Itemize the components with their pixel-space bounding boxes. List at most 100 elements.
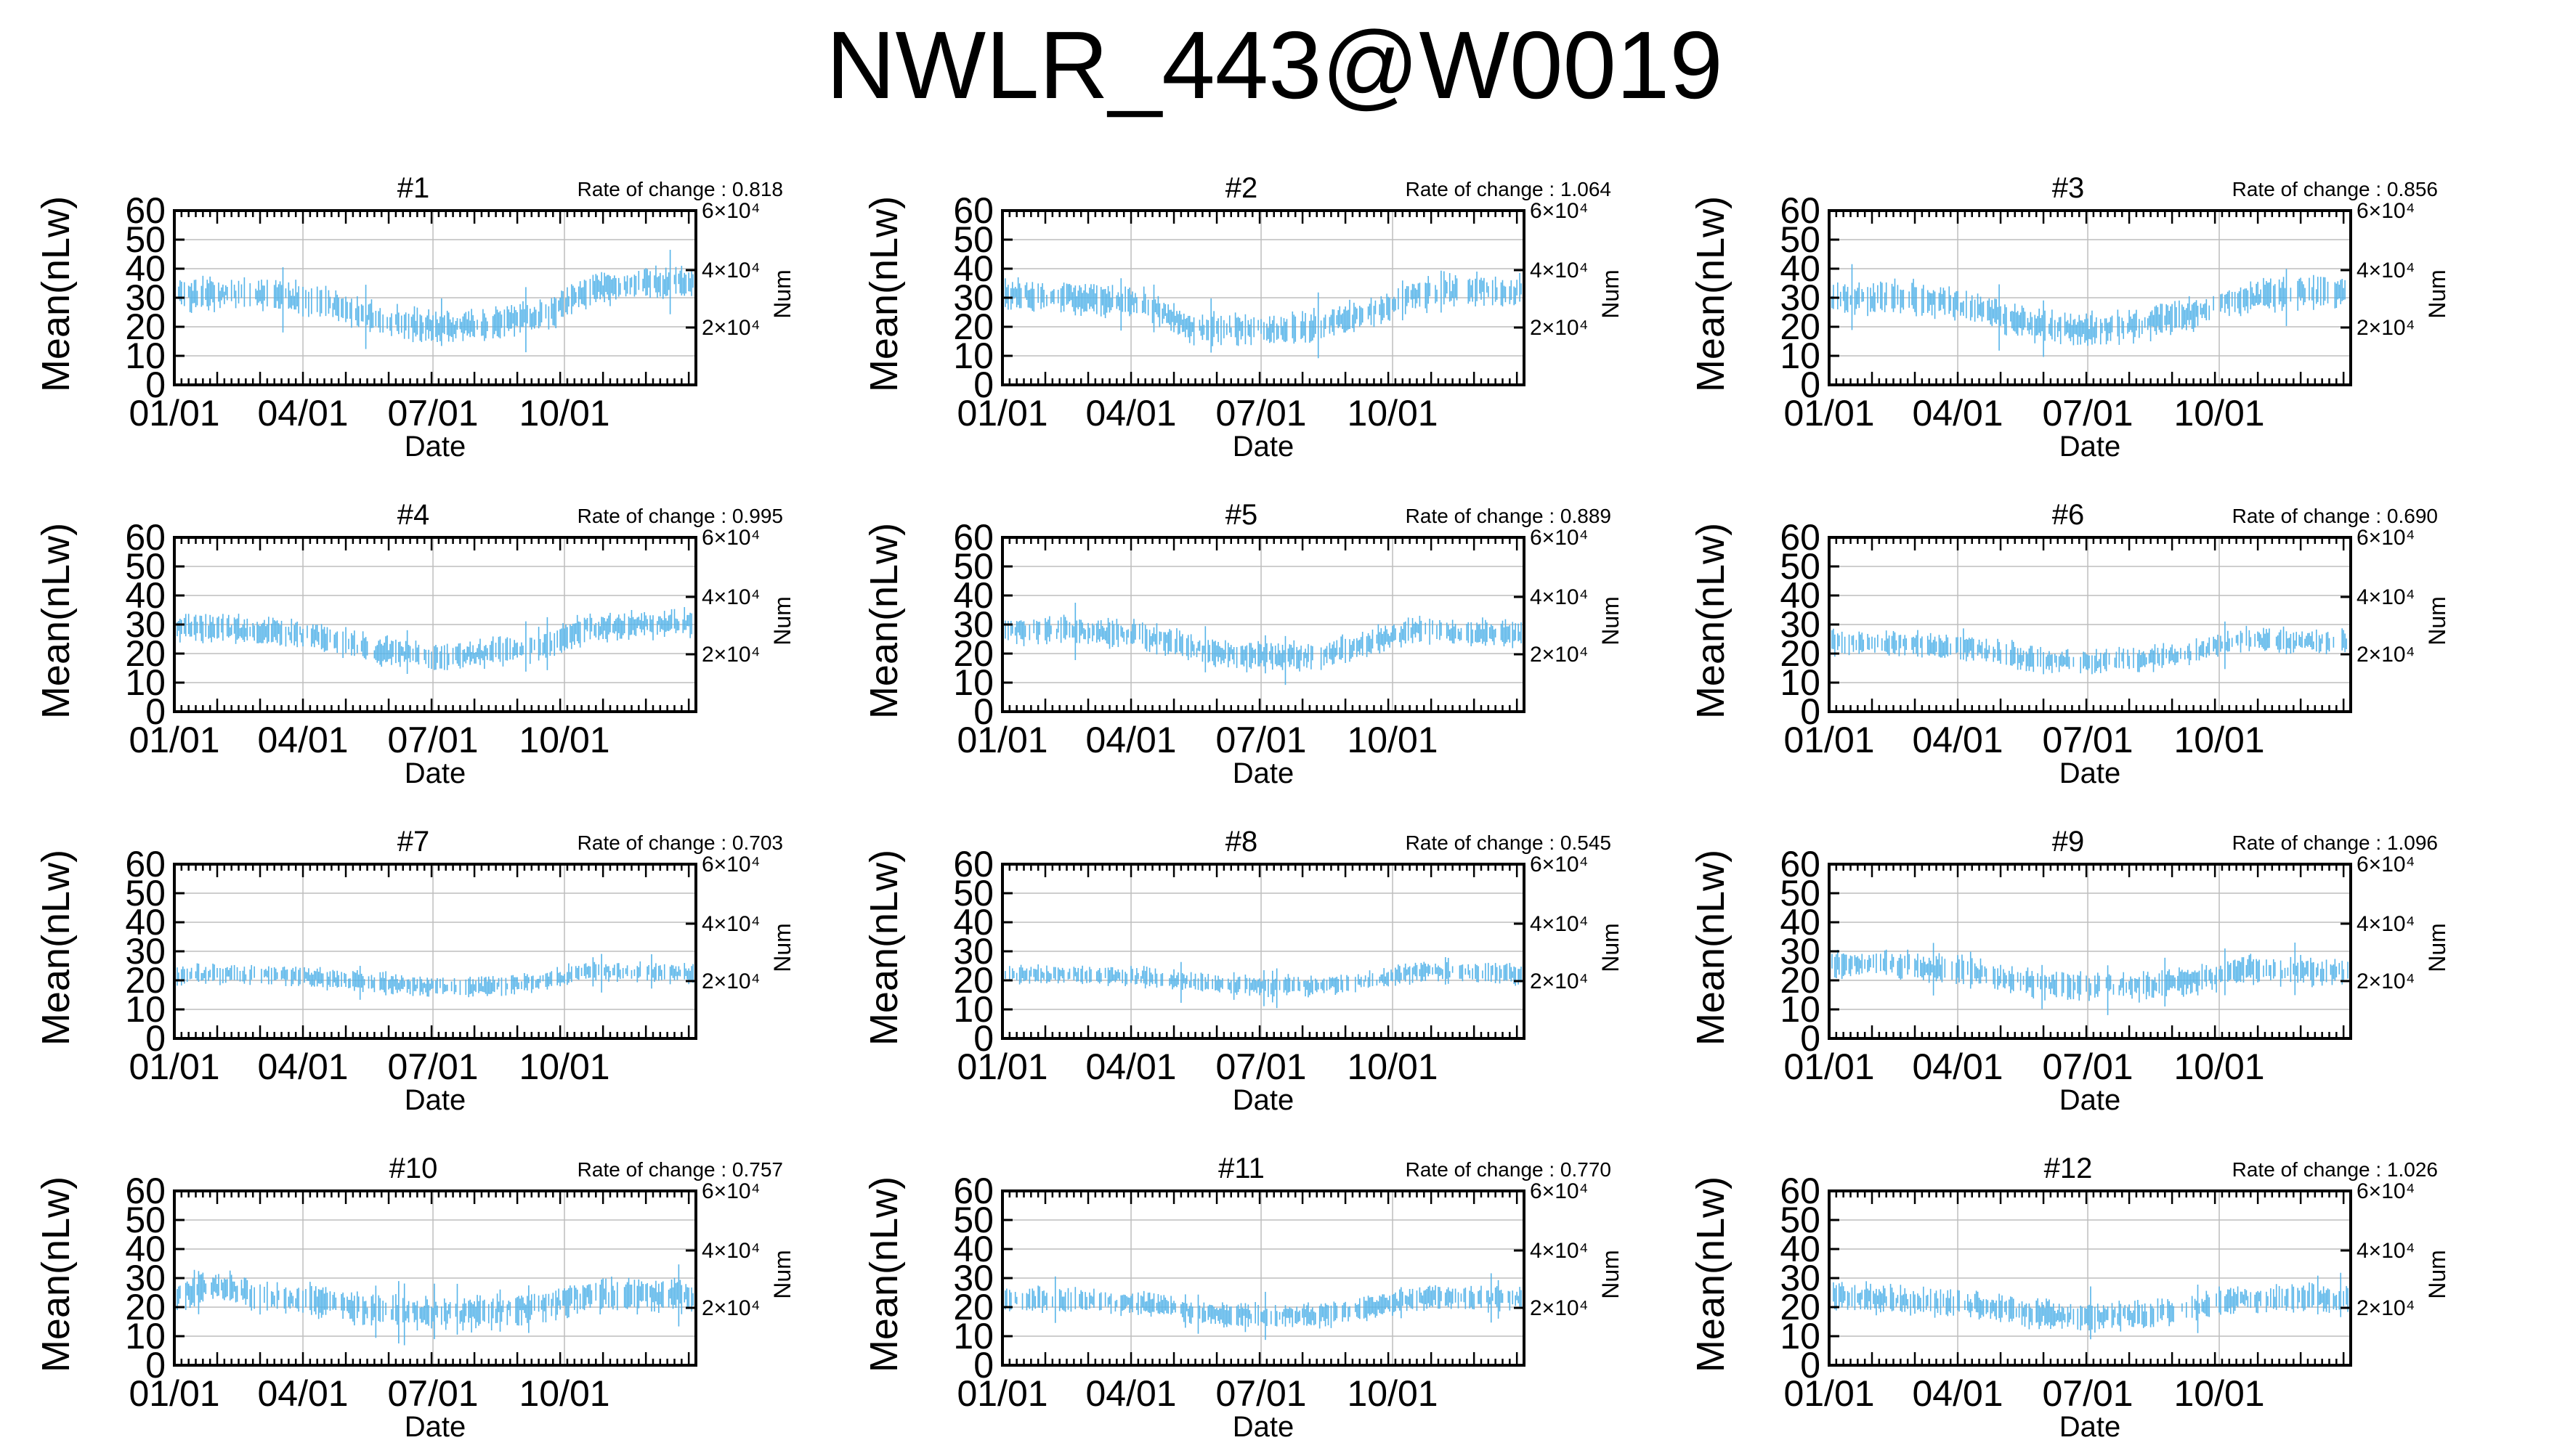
x-tick-label: 01/01 — [129, 1373, 219, 1414]
chart-title: #8 — [1225, 826, 1258, 858]
chart-title: #7 — [397, 826, 430, 858]
x-tick-label: 10/01 — [1347, 393, 1438, 434]
x-tick-label: 07/01 — [2042, 393, 2133, 434]
x-tick-label: 01/01 — [129, 720, 219, 760]
y2-tick-label: 4×10⁴ — [2356, 259, 2415, 282]
y-axis-label: Mean(nLw) — [1689, 523, 1733, 719]
rate-of-change-label: Rate of change : 0.818 — [578, 178, 783, 200]
y-tick-label: 60 — [125, 844, 166, 884]
x-tick-label: 07/01 — [1215, 1373, 1306, 1414]
y2-tick-label: 6×10⁴ — [1530, 1179, 1588, 1203]
x-tick-label: 07/01 — [1215, 720, 1306, 760]
y2-tick-label: 2×10⁴ — [1530, 969, 1588, 993]
x-tick-label: 01/01 — [1783, 393, 1874, 434]
y2-tick-label: 4×10⁴ — [1530, 585, 1588, 609]
y2-tick-label: 6×10⁴ — [702, 1179, 760, 1203]
x-axis-label: Date — [2059, 757, 2121, 789]
y2-tick-label: 4×10⁴ — [2356, 912, 2415, 936]
y-axis-label: Mean(nLw) — [1689, 196, 1733, 392]
x-axis-label: Date — [1233, 431, 1294, 463]
y2-axis-label: Num — [769, 923, 795, 972]
y-tick-label: 60 — [125, 1171, 166, 1211]
x-tick-label: 04/01 — [257, 720, 348, 760]
x-axis-label: Date — [405, 1084, 466, 1116]
y2-tick-label: 6×10⁴ — [702, 853, 760, 877]
x-tick-label: 10/01 — [519, 720, 609, 760]
y2-tick-label: 4×10⁴ — [702, 1239, 760, 1263]
x-tick-label: 10/01 — [519, 1046, 609, 1087]
x-tick-label: 10/01 — [1347, 720, 1438, 760]
y2-axis-label: Num — [1597, 923, 1624, 972]
y2-tick-label: 6×10⁴ — [702, 199, 760, 223]
x-tick-label: 01/01 — [957, 1046, 1047, 1087]
rate-of-change-label: Rate of change : 0.703 — [578, 831, 783, 854]
x-tick-label: 07/01 — [1215, 1046, 1306, 1087]
chart-title: #10 — [389, 1152, 438, 1184]
y2-tick-label: 6×10⁴ — [2356, 199, 2415, 223]
y-axis-label: Mean(nLw) — [34, 523, 78, 719]
rate-of-change-label: Rate of change : 0.889 — [1406, 505, 1611, 527]
x-tick-label: 04/01 — [1912, 1046, 2003, 1087]
x-tick-label: 04/01 — [1912, 720, 2003, 760]
x-tick-label: 01/01 — [129, 393, 219, 434]
y-tick-label: 60 — [953, 1171, 994, 1211]
y-axis-label: Mean(nLw) — [1689, 850, 1733, 1046]
y2-axis-label: Num — [769, 596, 795, 646]
x-tick-label: 04/01 — [257, 393, 348, 434]
x-tick-label: 10/01 — [2173, 393, 2264, 434]
y2-axis-label: Num — [1597, 269, 1624, 319]
y2-tick-label: 2×10⁴ — [1530, 1296, 1588, 1320]
chart-title: #2 — [1225, 172, 1258, 204]
y-tick-label: 60 — [953, 517, 994, 558]
y2-tick-label: 4×10⁴ — [2356, 585, 2415, 609]
rate-of-change-label: Rate of change : 0.770 — [1406, 1158, 1611, 1181]
x-tick-label: 01/01 — [957, 720, 1047, 760]
y2-axis-label: Num — [769, 1250, 795, 1299]
x-axis-label: Date — [1233, 1411, 1294, 1443]
rate-of-change-label: Rate of change : 0.690 — [2232, 505, 2438, 527]
y-axis-label: Mean(nLw) — [34, 850, 78, 1046]
x-axis-label: Date — [405, 757, 466, 789]
y-tick-label: 60 — [953, 190, 994, 231]
x-tick-label: 07/01 — [387, 1046, 478, 1087]
x-axis-label: Date — [2059, 431, 2121, 463]
y-axis-label: Mean(nLw) — [34, 196, 78, 392]
y2-axis-label: Num — [1597, 596, 1624, 646]
y2-tick-label: 6×10⁴ — [1530, 526, 1588, 550]
x-axis-label: Date — [1233, 1084, 1294, 1116]
y-tick-label: 60 — [125, 190, 166, 231]
x-tick-label: 10/01 — [519, 393, 609, 434]
chart-title: #6 — [2052, 499, 2085, 531]
y2-tick-label: 4×10⁴ — [1530, 259, 1588, 282]
x-tick-label: 10/01 — [519, 1373, 609, 1414]
x-tick-label: 01/01 — [957, 1373, 1047, 1414]
y2-axis-label: Num — [1597, 1250, 1624, 1299]
y-axis-label: Mean(nLw) — [862, 1176, 906, 1372]
y-tick-label: 60 — [1780, 517, 1820, 558]
y2-tick-label: 2×10⁴ — [1530, 643, 1588, 667]
chart-title: #5 — [1225, 499, 1258, 531]
y-axis-label: Mean(nLw) — [862, 196, 906, 392]
y-axis-label: Mean(nLw) — [862, 523, 906, 719]
x-tick-label: 01/01 — [1783, 1046, 1874, 1087]
x-axis-label: Date — [2059, 1084, 2121, 1116]
x-tick-label: 07/01 — [387, 393, 478, 434]
y2-tick-label: 2×10⁴ — [702, 1296, 760, 1320]
chart-title: #11 — [1218, 1152, 1265, 1184]
y2-tick-label: 2×10⁴ — [2356, 643, 2415, 667]
chart-title: #9 — [2052, 826, 2085, 858]
x-tick-label: 04/01 — [1085, 720, 1176, 760]
y2-tick-label: 6×10⁴ — [1530, 853, 1588, 877]
x-tick-label: 04/01 — [1085, 1373, 1176, 1414]
y2-tick-label: 6×10⁴ — [2356, 853, 2415, 877]
chart-title: #3 — [2052, 172, 2085, 204]
x-tick-label: 10/01 — [1347, 1046, 1438, 1087]
y-tick-label: 60 — [1780, 844, 1820, 884]
x-tick-label: 01/01 — [129, 1046, 219, 1087]
y2-tick-label: 2×10⁴ — [2356, 316, 2415, 340]
